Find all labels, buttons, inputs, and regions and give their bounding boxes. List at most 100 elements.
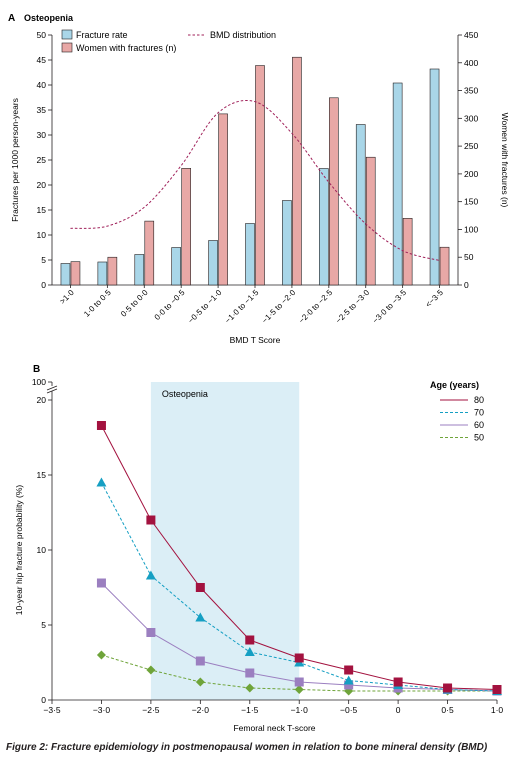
panel-b-y-tick-label: 15 <box>37 470 47 480</box>
panel-a-y-axis-label: Fractures per 1000 person-years <box>10 98 20 222</box>
panel-a-y-tick-label: 20 <box>37 180 47 190</box>
fracture-rate-bar <box>392 82 403 286</box>
age-80-point <box>443 683 453 693</box>
panel-b-x-tick-label: −2·0 <box>192 705 210 715</box>
legend-age-70-label: 70 <box>474 408 484 418</box>
panel-b-axis-break-mark <box>46 385 58 391</box>
legend-women-label: Women with fractures (n) <box>76 43 176 53</box>
age-50-point <box>96 650 106 660</box>
panel-b-x-tick-label: −3·0 <box>93 705 111 715</box>
panel-a-x-tick-label: −0·5 to −1·0 <box>186 288 224 326</box>
panel-a-y2-tick-label: 300 <box>464 113 478 123</box>
women-with-fractures-bar <box>292 56 302 286</box>
panel-b-letter: B <box>33 364 40 375</box>
fracture-rate-bar <box>245 223 255 286</box>
age-70-point <box>96 477 107 487</box>
age-80-point <box>245 635 255 645</box>
age-60-point <box>344 680 354 690</box>
fracture-rate-bar <box>97 261 108 286</box>
panel-a-title: Osteopenia <box>24 13 74 23</box>
panel-a-x-tick-label: >1·0 <box>58 288 76 306</box>
age-80-point <box>96 421 106 430</box>
age-60-point <box>245 668 255 678</box>
panel-a-x-tick-label: −1·5 to −2·0 <box>260 288 298 326</box>
panel-a-y-tick-label: 50 <box>37 30 47 40</box>
age-50-point <box>294 685 304 694</box>
fracture-rate-bar <box>60 263 71 286</box>
panel-a-letter: A <box>8 13 15 24</box>
panel-b-axis-break-gap <box>46 386 58 391</box>
age-60-point <box>195 656 205 666</box>
panel-b-x-tick-label: −2·5 <box>142 705 160 715</box>
age-70-point <box>244 647 255 656</box>
fracture-rate-bar <box>355 124 366 286</box>
panel-b-y-tick-label: 10 <box>37 545 47 555</box>
age-70-point <box>195 612 206 622</box>
age-80-point <box>492 685 502 694</box>
panel-b-legend-title: Age (years) <box>430 380 479 390</box>
age-50-point <box>245 683 255 693</box>
legend-age-60-label: 60 <box>474 420 484 430</box>
panel-b-x-axis-label: Femoral neck T-score <box>233 723 315 733</box>
age-80-point <box>195 583 205 592</box>
women-with-fractures-bar <box>365 156 376 286</box>
caption-text: Fracture epidemiology in postmenopausal … <box>51 742 488 753</box>
panel-b-x-tick-label: −0·5 <box>340 705 358 715</box>
legend-age-80-label: 80 <box>474 395 484 405</box>
panel-a-x-tick-label: −3·0 to −3·5 <box>371 288 409 326</box>
panel-a-y-tick-label: 0 <box>41 280 46 290</box>
osteopenia-label: Osteopenia <box>162 389 208 399</box>
panel-a-y-tick-label: 25 <box>37 155 47 165</box>
fracture-rate-bar <box>282 200 292 286</box>
legend-women-swatch <box>61 42 73 53</box>
panel-b-x-tick-label: 0·5 <box>441 705 454 715</box>
panel-a-y-tick-label: 5 <box>41 255 46 265</box>
panel-a-x-tick-label: −2·5 to −3·0 <box>334 288 372 326</box>
panel-b-y-tick-label: 20 <box>37 395 47 405</box>
fracture-rate-bar <box>429 68 440 286</box>
panel-a-y2-tick-label: 0 <box>464 280 469 290</box>
panel-a-y2-tick-label: 200 <box>464 169 478 179</box>
panel-a-y2-axis-label: Women with fractures (n) <box>500 113 510 208</box>
osteopenia-region <box>150 382 300 700</box>
panel-a-y-tick-label: 35 <box>37 105 47 115</box>
panel-a-y2-tick-label: 450 <box>464 30 478 40</box>
legend-fracture-rate-swatch <box>61 29 73 40</box>
legend-fracture-rate-label: Fracture rate <box>76 30 128 40</box>
fracture-rate-bar <box>208 240 218 286</box>
panel-b-x-tick-label: 0 <box>396 705 401 715</box>
figure: A Osteopenia05101520253035404550050100150… <box>8 13 510 733</box>
age-50-point <box>195 677 205 687</box>
panel-a-x-tick-label: −2·0 to −2·5 <box>297 288 335 326</box>
fracture-rate-bar <box>319 168 329 286</box>
women-with-fractures-bar <box>218 113 228 286</box>
women-with-fractures-bar <box>402 218 413 286</box>
age-80-point <box>393 677 403 687</box>
women-with-fractures-bar <box>144 220 155 286</box>
women-with-fractures-bar <box>439 246 450 286</box>
panel-a-y-tick-label: 15 <box>37 205 47 215</box>
panel-b-y-break-label: 100 <box>32 377 46 387</box>
age-70-point <box>343 675 354 685</box>
fracture-rate-bar <box>171 247 181 286</box>
panel-b-x-tick-label: 1·0 <box>491 705 504 715</box>
panel-b-x-tick-label: −1·0 <box>291 705 309 715</box>
women-with-fractures-bar <box>70 261 81 286</box>
legend-bmd-label: BMD distribution <box>210 30 276 40</box>
panel-a-x-tick-label: 0·0 to −0·5 <box>153 288 187 322</box>
panel-a-y2-tick-label: 100 <box>464 224 478 234</box>
bmd-distribution-line <box>70 99 440 262</box>
panel-a-y2-tick-label: 250 <box>464 141 478 151</box>
age-70-point <box>145 570 156 580</box>
panel-a-y2-tick-label: 400 <box>464 58 478 68</box>
panel-a-y2-tick-label: 150 <box>464 197 478 207</box>
panel-b-axis-break-mark <box>46 388 58 394</box>
age-80-point <box>146 515 156 525</box>
panel-a-x-tick-label: 0·5 to 0·0 <box>119 288 150 319</box>
panel-a-x-tick-label: <−3·5 <box>424 288 446 310</box>
age-80-point <box>344 665 354 675</box>
women-with-fractures-bar <box>107 256 118 286</box>
panel-a-x-tick-label: 1·0 to 0·5 <box>82 288 113 319</box>
panel-b-x-tick-label: −3·5 <box>43 705 61 715</box>
panel-a-y2-tick-label: 50 <box>464 252 474 262</box>
